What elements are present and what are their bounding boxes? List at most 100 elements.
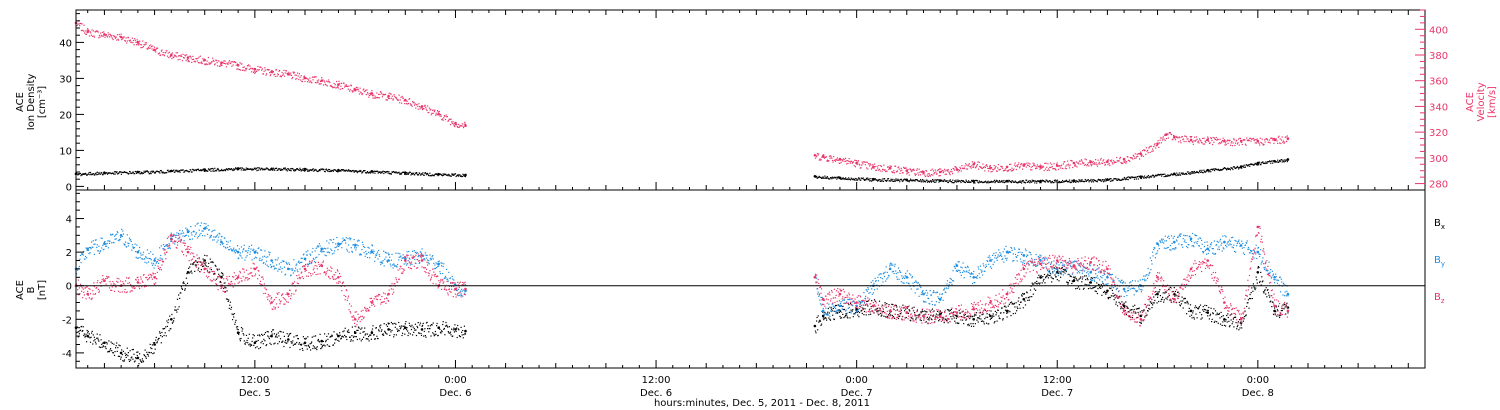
trail-dot — [1031, 282, 1033, 284]
trail-dot — [220, 272, 223, 274]
trail-dot — [865, 167, 868, 169]
trail-dot — [409, 324, 411, 327]
trail-dot — [1034, 180, 1036, 182]
trail-dot — [1035, 166, 1037, 168]
trail-dot — [900, 167, 902, 169]
trail-dot — [286, 72, 288, 75]
trail-dot — [896, 180, 898, 182]
data-point — [1139, 152, 1143, 156]
trail-dot — [1133, 176, 1135, 178]
trail-dot — [1120, 161, 1122, 164]
trail-dot — [383, 323, 385, 325]
trail-dot — [1081, 160, 1083, 162]
trail-dot — [243, 66, 245, 68]
trail-dot — [92, 30, 94, 32]
trail-dot — [1108, 179, 1110, 181]
trail-dot — [1013, 302, 1015, 304]
trail-dot — [245, 250, 248, 252]
trail-dot — [116, 231, 118, 233]
trail-dot — [300, 344, 302, 346]
trail-dot — [1282, 140, 1284, 142]
trail-dot — [107, 350, 109, 353]
trail-dot — [268, 251, 270, 253]
trail-dot — [393, 94, 395, 96]
trail-dot — [898, 166, 900, 168]
trail-dot — [233, 313, 235, 315]
trail-dot — [90, 336, 92, 338]
trail-dot — [1250, 298, 1252, 300]
trail-dot — [401, 95, 403, 97]
trail-dot — [105, 34, 107, 36]
trail-dot — [140, 252, 142, 254]
trail-dot — [878, 310, 880, 312]
trail-dot — [1244, 139, 1246, 141]
trail-dot — [876, 165, 878, 167]
trail-dot — [115, 172, 117, 174]
trail-dot — [105, 245, 107, 247]
trail-dot — [256, 340, 258, 342]
trail-dot — [280, 261, 282, 263]
trail-dot — [86, 329, 88, 332]
trail-dot — [1241, 143, 1243, 146]
trail-dot — [232, 61, 234, 63]
trail-dot — [821, 156, 823, 158]
trail-dot — [1111, 289, 1113, 291]
trail-dot — [407, 172, 409, 174]
trail-dot — [1077, 162, 1079, 164]
trail-dot — [235, 64, 237, 66]
trail-dot — [967, 315, 969, 317]
trail-dot — [141, 171, 143, 173]
trail-dot — [181, 288, 184, 290]
trail-dot — [296, 168, 298, 170]
trail-dot — [406, 100, 408, 102]
trail-dot — [1075, 181, 1077, 183]
trail-dot — [366, 171, 368, 173]
trail-dot — [876, 179, 878, 181]
trail-dot — [290, 341, 292, 343]
trail-dot — [163, 172, 165, 174]
trail-dot — [174, 171, 176, 173]
trail-dot — [284, 72, 286, 74]
trail-dot — [964, 317, 966, 319]
trail-dot — [434, 330, 436, 333]
trail-dot — [842, 177, 844, 179]
trail-dot — [908, 181, 910, 183]
trail-dot — [345, 242, 347, 244]
trail-dot — [196, 58, 198, 60]
trail-dot — [218, 273, 220, 275]
trail-dot — [210, 236, 212, 238]
trail-dot — [1018, 304, 1020, 306]
trail-dot — [87, 332, 89, 334]
trail-dot — [462, 337, 464, 339]
trail-dot — [949, 309, 951, 311]
trail-dot — [1084, 180, 1086, 183]
trail-dot — [858, 316, 860, 318]
trail-dot — [273, 168, 275, 170]
trail-dot — [459, 336, 462, 338]
trail-dot — [206, 233, 209, 235]
trail-dot — [1035, 180, 1037, 182]
trail-dot — [1163, 138, 1165, 140]
trail-dot — [877, 167, 879, 169]
trail-dot — [386, 325, 389, 327]
trail-dot — [1111, 295, 1113, 297]
trail-dot — [374, 95, 376, 97]
trail-dot — [151, 48, 153, 50]
trail-dot — [962, 181, 964, 183]
trail-dot — [1143, 149, 1145, 151]
trail-dot — [351, 250, 353, 252]
trail-dot — [1012, 313, 1014, 315]
trail-dot — [117, 172, 119, 175]
trail-dot — [1135, 176, 1137, 178]
trail-dot — [1184, 302, 1186, 304]
trail-dot — [278, 268, 280, 270]
trail-dot — [904, 179, 907, 181]
trail-dot — [1067, 160, 1069, 162]
trail-dot — [147, 355, 150, 357]
trail-dot — [1065, 271, 1067, 273]
trail-dot — [406, 173, 408, 175]
trail-dot — [84, 336, 86, 338]
trail-dot — [1258, 142, 1260, 144]
trail-dot — [1236, 328, 1238, 330]
trail-dot — [1274, 307, 1276, 309]
